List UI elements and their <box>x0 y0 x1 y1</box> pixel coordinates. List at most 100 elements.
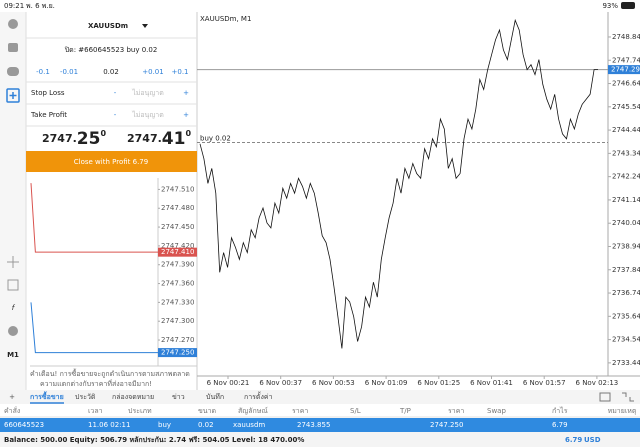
y-tick-label: 2740.040 <box>612 219 640 227</box>
y-tick-label: 2742.240 <box>612 173 640 181</box>
cell-order: 660645523 <box>4 421 44 429</box>
tab[interactable]: ข่าว <box>172 393 185 401</box>
cell-price: 2747.250 <box>430 421 463 429</box>
bid-price: 2747.250 <box>42 129 106 150</box>
y-tick-label: 2741.140 <box>612 196 640 204</box>
tab[interactable]: การซื้อขาย <box>30 390 64 401</box>
tick-label: 2747.510 <box>161 185 194 193</box>
cell-time: 11.06 02:11 <box>88 421 130 429</box>
position: ปิด: #660645523 buy 0.02 <box>64 46 157 54</box>
minus-button[interactable]: - <box>114 111 117 119</box>
warning: คำเตือน! การซื้อขายจะถูกดำเนินการตามสภาพ… <box>30 367 190 378</box>
y-tick-label: 2738.940 <box>612 242 640 250</box>
symbol[interactable]: XAUUSDm <box>88 22 128 30</box>
plus-button[interactable]: + <box>183 111 189 119</box>
cell-type: buy <box>158 421 171 429</box>
y-tick-label: 2744.440 <box>612 126 640 134</box>
window-icon[interactable] <box>599 392 611 402</box>
volume-step[interactable]: -0.01 <box>60 68 78 76</box>
x-tick-label: 6 Nov 00:21 <box>207 379 250 387</box>
x-tick-label: 6 Nov 02:13 <box>576 379 619 387</box>
tick-label: 2747.420 <box>161 242 194 250</box>
price-line <box>199 18 598 349</box>
status-time: 09:21 <box>4 2 24 10</box>
tick-label: 2747.390 <box>161 261 194 269</box>
column-header: สัญลักษณ์ <box>238 407 268 415</box>
y-tick-label: 2745.540 <box>612 103 640 111</box>
field-label: Take Profit <box>30 111 67 119</box>
tick-line <box>30 302 158 354</box>
price-main: 2747. <box>127 132 162 145</box>
volume-step[interactable]: +0.1 <box>172 68 189 76</box>
column-header: T/P <box>399 407 411 415</box>
minus-button[interactable]: - <box>114 89 117 97</box>
current-price-label: 2747.298 <box>611 66 640 74</box>
trade-icon[interactable] <box>8 43 18 52</box>
add-tab-icon[interactable]: + <box>9 393 15 401</box>
new-order-icon[interactable] <box>6 88 20 103</box>
column-header: หมายเหตุ <box>608 407 637 415</box>
status-date: พ. 6 พ.ย. <box>26 2 55 10</box>
x-tick-label: 6 Nov 01:41 <box>470 379 513 387</box>
plus-button[interactable]: + <box>183 89 189 97</box>
placeholder: ไม่อนุญาต <box>131 88 164 97</box>
expand-icon[interactable] <box>622 392 634 402</box>
price-big: 41 <box>162 129 186 149</box>
tab[interactable]: ประวัติ <box>75 393 96 401</box>
y-tick-label: 2747.740 <box>612 56 640 64</box>
warning: ความแตกต่างกับราคาที่ส่งอาจมีมาก! <box>40 379 152 388</box>
y-tick-label: 2737.840 <box>612 266 640 274</box>
cell-symbol: xauusdm <box>233 421 265 429</box>
indicator-icon[interactable]: f <box>12 304 16 312</box>
column-header: เวลา <box>88 407 103 415</box>
close-button[interactable] <box>26 151 197 172</box>
price-sup: 0 <box>185 129 191 138</box>
position-row[interactable] <box>0 418 640 432</box>
close-button-label[interactable]: Close with Profit 6.79 <box>74 158 148 166</box>
column-header: ราคา <box>448 407 464 415</box>
tab[interactable]: กล่องจดหมาย <box>112 393 154 401</box>
column-header: ราคา <box>292 407 308 415</box>
price-tag <box>158 348 197 358</box>
price-tag-label: 2747.410 <box>161 248 194 256</box>
column-header: S/L <box>350 407 361 415</box>
new-order-plus <box>9 92 17 99</box>
tick-label: 2747.270 <box>161 336 194 344</box>
column-header: กำไร <box>552 406 568 415</box>
volume: 0.02 <box>103 68 119 76</box>
y-tick-label: 2733.440 <box>612 359 640 367</box>
account-icon[interactable] <box>8 19 18 29</box>
column-header: ประเภท <box>128 407 152 415</box>
column-header: คำสั่ง <box>4 406 20 415</box>
cell-volume: 0.02 <box>198 421 214 429</box>
timeframe[interactable]: M1 <box>7 351 19 359</box>
objects-icon[interactable] <box>8 326 18 336</box>
volume-step[interactable]: -0.1 <box>36 68 50 76</box>
symbol-dropdown[interactable] <box>142 24 148 28</box>
tick-label: 2747.480 <box>161 204 194 212</box>
chat-icon[interactable] <box>7 67 19 76</box>
volume-step[interactable]: +0.01 <box>142 68 163 76</box>
price-big: 25 <box>77 129 101 149</box>
column-header: Swap <box>487 407 506 415</box>
tick-label: 2747.360 <box>161 280 194 288</box>
price-tag <box>158 247 197 257</box>
column-header: ขนาด <box>198 407 216 415</box>
tab[interactable]: บันทึก <box>206 392 224 401</box>
tick-line <box>30 183 158 253</box>
cell-profit: 6.79 <box>552 421 568 429</box>
tick-label: 2747.330 <box>161 298 194 306</box>
total-profit: 6.79 <box>565 436 582 444</box>
placeholder: ไม่อนุญาต <box>131 110 164 119</box>
y-tick-label: 2734.540 <box>612 336 640 344</box>
tab[interactable]: การตั้งค่า <box>244 390 273 401</box>
candles-icon[interactable] <box>7 279 19 291</box>
x-tick-label: 6 Nov 01:57 <box>523 379 566 387</box>
currency: USD <box>584 436 601 444</box>
crosshair-icon[interactable] <box>7 256 19 268</box>
x-tick-label: 6 Nov 01:25 <box>417 379 460 387</box>
order-line-label: buy 0.02 <box>200 134 231 142</box>
cell-open-price: 2743.855 <box>297 421 330 429</box>
tick-label: 2747.450 <box>161 223 194 231</box>
